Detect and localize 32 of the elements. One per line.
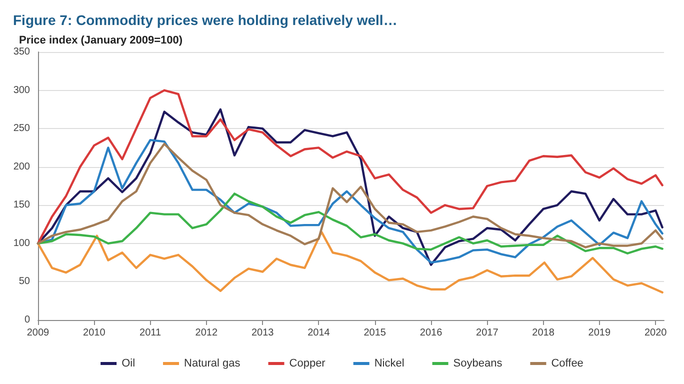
line-series (36, 142, 664, 248)
legend-label: Soybeans (453, 358, 503, 370)
x-tick-label: 2020 (644, 328, 668, 338)
line-series (36, 89, 664, 245)
x-tick-label: 2019 (588, 328, 611, 338)
y-tick-label: 300 (13, 84, 30, 96)
y-axis-title: Price index (January 2009=100) (19, 34, 183, 46)
x-tick-label: 2009 (26, 328, 50, 338)
x-tick-label: 2015 (364, 328, 386, 338)
legend-label: Copper (289, 358, 326, 370)
x-tick-label: 2011 (140, 328, 162, 338)
legend-label: Coffee (551, 358, 584, 370)
legend-label: Oil (122, 358, 136, 370)
y-tick-label: 0 (24, 314, 30, 326)
x-tick-label: 2013 (251, 328, 274, 338)
line-series (36, 192, 664, 254)
y-tick-label: 100 (13, 238, 30, 249)
x-tick-label: 2018 (532, 328, 555, 338)
y-tick-label: 250 (13, 123, 30, 134)
legend-label: Nickel (374, 358, 404, 370)
line-series (36, 230, 664, 294)
chart-title: Figure 7: Commodity prices were holding relatively well… (13, 12, 398, 28)
y-tick-label: 200 (13, 161, 30, 172)
y-tick-label: 50 (18, 276, 30, 288)
x-tick-label: 2017 (476, 328, 499, 338)
y-tick-label: 150 (13, 200, 30, 211)
y-tick-label: 350 (13, 46, 30, 58)
x-tick-label: 2016 (420, 328, 443, 338)
x-tick-label: 2010 (83, 328, 106, 338)
x-tick-label: 2012 (195, 328, 218, 338)
legend-label: Natural gas (184, 358, 241, 370)
x-tick-label: 2014 (308, 328, 330, 338)
